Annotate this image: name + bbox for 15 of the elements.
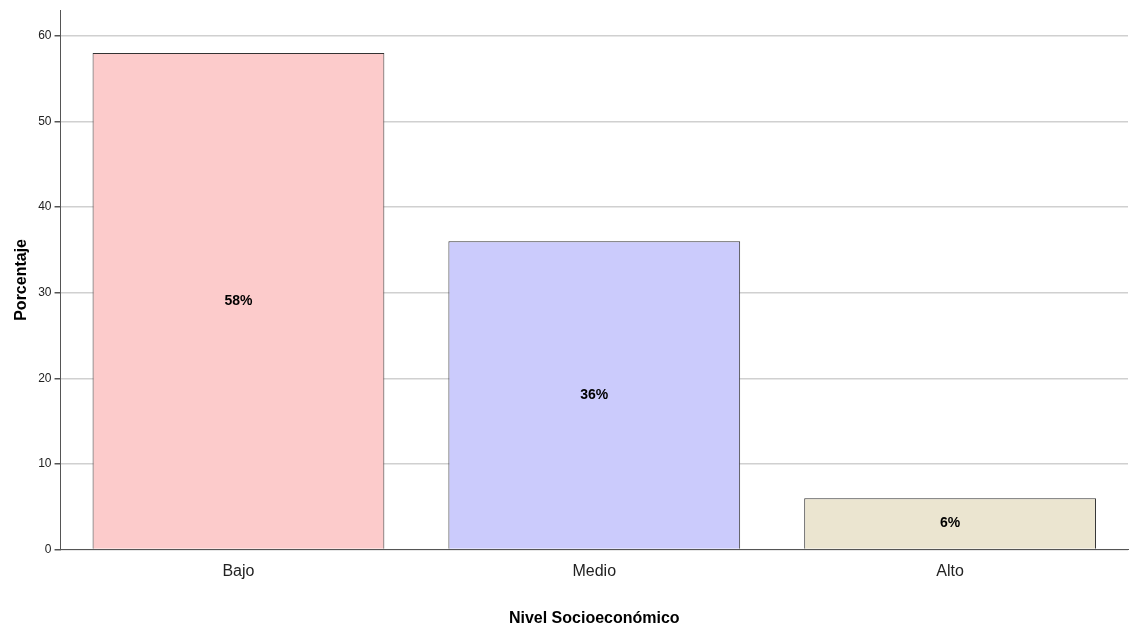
y-tick-label: 10	[38, 456, 52, 471]
x-tick-label: Alto	[936, 561, 964, 579]
y-tick-label: 20	[38, 370, 52, 385]
y-tick-label: 30	[38, 285, 52, 300]
x-tick-label: Bajo	[222, 561, 255, 579]
y-tick-label: 50	[38, 113, 52, 128]
y-axis-title: Porcentaje	[12, 238, 30, 321]
y-tick-label: 60	[38, 28, 52, 43]
data-label: 6%	[939, 514, 961, 531]
y-tick-label: 0	[44, 541, 52, 556]
data-label: 58%	[224, 291, 254, 308]
x-axis-title: Nivel Socioeconómico	[508, 608, 680, 626]
x-tick-label: Medio	[572, 561, 617, 579]
data-label: 36%	[580, 385, 609, 402]
y-tick-label: 40	[38, 199, 52, 214]
